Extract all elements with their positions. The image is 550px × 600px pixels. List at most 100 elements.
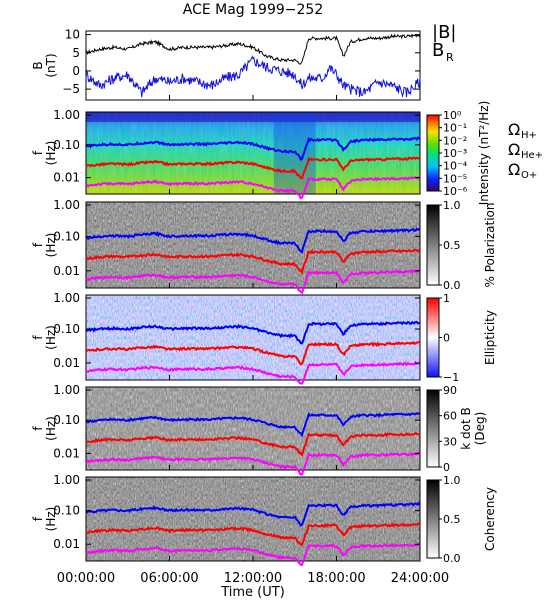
colorbar-tick-label: 10⁻⁴ <box>443 160 468 173</box>
colorbar-tick-label: 1.0 <box>443 199 461 212</box>
y-axis-label-group: f (Hz) <box>31 141 58 166</box>
gyrofrequency-he-plus-line <box>85 340 421 366</box>
legend-b-r: B <box>432 40 444 61</box>
y-axis-label-group: B (nT) <box>31 53 58 77</box>
y-axis-label: f <box>31 242 45 247</box>
colorbar-tick-label: 10⁻⁶ <box>443 185 468 198</box>
y-tick-label: 0.10 <box>53 229 80 243</box>
y-tick-label: 0.10 <box>53 413 80 427</box>
chart-title: ACE Mag 1999−252 <box>183 2 323 18</box>
gyrofrequency-he-plus-line <box>85 431 421 457</box>
y-axis-label-group: f (Hz) <box>31 325 58 350</box>
colorbar-label-group: k dot B (Deg) <box>459 407 487 449</box>
colorbar-label: Coherency <box>483 487 497 551</box>
colorbar-tick-label: 1.0 <box>443 474 461 487</box>
colorbar-units: (Deg) <box>473 412 487 446</box>
colorbar <box>426 389 440 468</box>
y-axis-units: (Hz) <box>44 325 58 350</box>
colorbar-label-group: Ellipticity <box>483 310 497 365</box>
colorbar-label: Intensity (nT²/Hz) <box>477 101 491 206</box>
legend-he-plus: Ω <box>508 140 520 159</box>
colorbar-label: Ellipticity <box>483 310 497 365</box>
y-tick-label: 0.01 <box>53 171 80 185</box>
legend-o-plus: Ω <box>508 160 520 179</box>
panel-polarization: 1.00 0.10 0.01 f (Hz) 1.0 0.5 0.0 % Polarization <box>31 198 497 295</box>
colorbar-tick-label: 0.5 <box>443 239 461 252</box>
colorbar-tick-label: 1 <box>443 292 450 305</box>
heatmap-texture <box>86 387 420 470</box>
panel-ellipticity: 1.00 0.10 0.01 f (Hz) 1 0 −1 Ellipticity <box>31 291 497 386</box>
legend-he-plus-sub: He+ <box>521 150 543 161</box>
legend-b-total: |B| <box>432 22 456 43</box>
y-axis-label: f <box>31 426 45 431</box>
x-tick-label: 24:00:00 <box>391 571 449 586</box>
y-tick-label: 0.01 <box>53 264 80 278</box>
y-axis-label: f <box>31 516 45 521</box>
legend-o-plus-sub: O+ <box>521 170 537 181</box>
panel-power-spectrum: 1.00 0.10 0.01 f (Hz) 10⁰10⁻¹10⁻²10⁻³10⁻⁴10⁻⁵… <box>31 101 491 206</box>
y-tick-label: 1.00 <box>53 383 80 397</box>
gyrofrequency-h-plus-line <box>85 412 421 438</box>
x-tick-label: 18:00:00 <box>307 571 365 586</box>
legend-b-r-sub: R <box>446 51 454 64</box>
colorbar-tick-label: 90 <box>443 384 457 397</box>
y-tick-label: 1.00 <box>53 291 80 305</box>
colorbar-tick-label: 0.5 <box>443 513 461 526</box>
colorbar-tick-label: 10⁰ <box>443 109 462 122</box>
y-axis-label: f <box>31 150 45 155</box>
y-tick-label: 0.10 <box>53 138 80 152</box>
y-axis-label: f <box>31 335 45 340</box>
y-axis-units: (Hz) <box>44 141 58 166</box>
series-b-total-line <box>85 33 421 65</box>
y-tick-label: 5 <box>72 46 80 60</box>
gyrofrequency-h-plus-line <box>85 227 421 254</box>
colorbar-tick-label: 0.0 <box>443 279 461 292</box>
panel-k-dot-b: 1.00 0.10 0.01 f (Hz) 90 60 30 0 k dot B (Deg) <box>31 383 487 476</box>
colorbar-label-group: Intensity (nT²/Hz) <box>477 101 491 206</box>
gyrofrequency-o-plus-line <box>85 175 421 200</box>
colorbar <box>426 297 440 378</box>
gyrofrequency-he-plus-line <box>85 248 421 276</box>
y-axis-units: (Hz) <box>44 233 58 258</box>
y-tick-label: −5 <box>62 82 80 96</box>
legend-h-plus: Ω <box>508 120 520 139</box>
gyrofrequency-o-plus-line <box>85 451 421 476</box>
y-axis-units: (Hz) <box>44 507 58 532</box>
gyrofrequency-o-plus-line <box>85 360 421 386</box>
gyrofrequency-he-plus-line <box>85 522 421 546</box>
colorbar-tick-label: 10⁻³ <box>443 147 467 160</box>
colorbar-label-group: Coherency <box>483 487 497 551</box>
y-tick-label: 0.01 <box>53 356 80 370</box>
y-tick-label: 1.00 <box>53 473 80 487</box>
colorbar-tick-label: 30 <box>443 435 457 448</box>
x-tick-label: 12:00:00 <box>224 571 282 586</box>
colorbar <box>426 114 440 192</box>
colorbar-label: % Polarization <box>483 203 497 288</box>
colorbar <box>426 204 440 286</box>
y-axis-label-group: f (Hz) <box>31 507 58 532</box>
y-tick-label: 0.10 <box>53 322 80 336</box>
colorbar-tick-label: 10⁻² <box>443 134 467 147</box>
colorbar-tick-label: −1 <box>443 371 459 384</box>
heatmap-high-band <box>86 112 420 122</box>
colorbar <box>426 479 440 559</box>
x-axis-label: Time (UT) <box>220 585 285 600</box>
y-axis-units: (nT) <box>44 53 58 77</box>
y-tick-label: 0 <box>72 64 80 78</box>
gyrofrequency-o-plus-line <box>85 269 421 295</box>
gyrofrequency-he-plus-line <box>85 156 421 180</box>
heatmap-texture <box>86 202 420 288</box>
y-axis-label-group: f (Hz) <box>31 416 58 441</box>
series-b-r-line <box>85 55 421 98</box>
colorbar-tick-label: 10⁻¹ <box>443 122 467 135</box>
panel-coherency: 1.00 0.10 0.01 f (Hz) 1.0 0.5 0.0 Coherency <box>31 473 497 567</box>
y-tick-label: 0.10 <box>53 504 80 518</box>
y-tick-label: 1.00 <box>53 108 80 122</box>
gyrofrequency-h-plus-line <box>85 320 421 345</box>
gyrofrequency-o-plus-line <box>85 542 421 567</box>
colorbar-tick-label: 10⁻⁵ <box>443 172 467 185</box>
y-tick-label: 0.01 <box>53 537 80 551</box>
y-axis-label: B <box>31 61 45 69</box>
colorbar-tick-label: 0 <box>443 461 450 474</box>
